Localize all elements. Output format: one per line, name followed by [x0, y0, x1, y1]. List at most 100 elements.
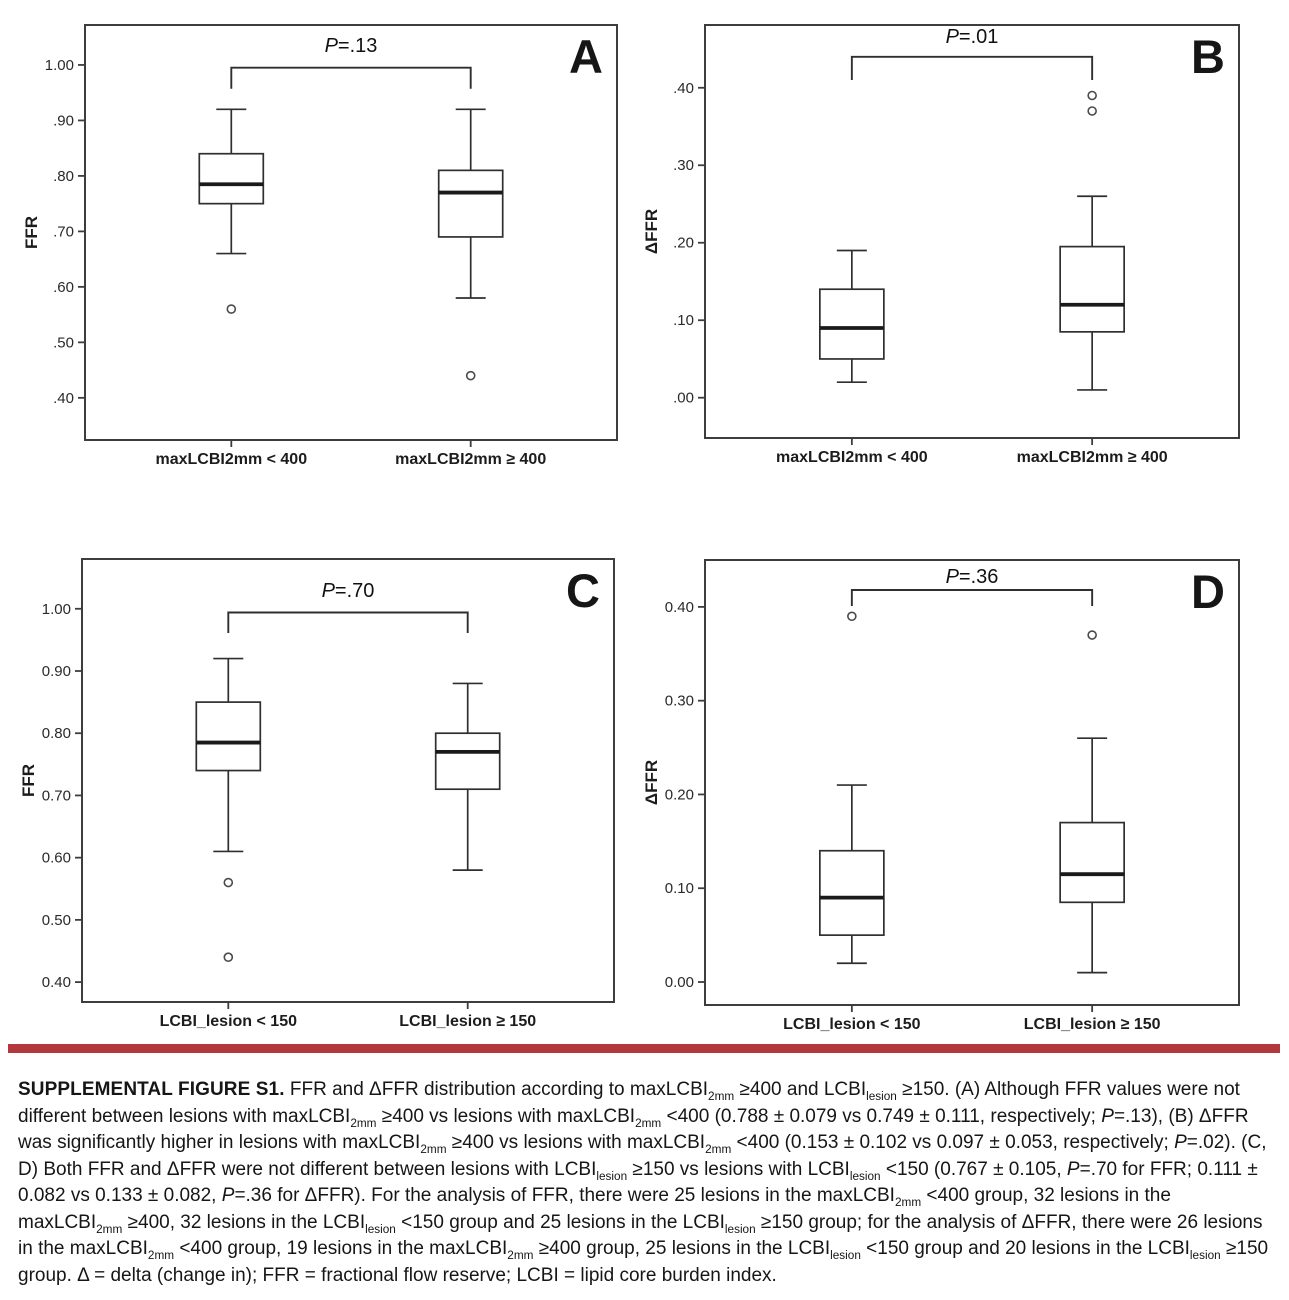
y-axis-tick-label: 0.30 — [665, 693, 694, 710]
caption-text-segment: 2mm — [507, 1248, 534, 1262]
plot-border — [81, 558, 615, 1003]
y-axis-tick-label: .90 — [53, 112, 74, 129]
caption-lead-label: SUPPLEMENTAL FIGURE S1. — [18, 1079, 285, 1100]
caption-text-segment: P — [1174, 1132, 1187, 1153]
box-plot — [198, 108, 265, 314]
plot-border — [704, 24, 1240, 439]
y-axis-tick-label: 0.80 — [42, 725, 71, 742]
y-axis-tick-label: 0.40 — [42, 974, 71, 991]
caption-text-segment: ≥150. (A) Although FFR values were not d… — [18, 1079, 1240, 1127]
caption-text-segment: =.13), (B) ΔFFR was significantly higher… — [18, 1105, 1249, 1154]
caption-text-segment: lesion — [724, 1222, 756, 1236]
x-category-label: LCBI_lesion ≥ 150 — [1024, 1016, 1161, 1033]
panel-letter: C — [566, 564, 600, 617]
x-category-label: maxLCBI2mm ≥ 400 — [395, 451, 546, 468]
caption-text-segment: lesion — [866, 1089, 897, 1103]
x-category-label: maxLCBI2mm ≥ 400 — [1017, 449, 1168, 466]
x-category-label: LCBI_lesion < 150 — [160, 1013, 297, 1030]
caption-text-segment: FFR and ΔFFR distribution according to m… — [284, 1079, 709, 1100]
p-value-label: P=.36 — [946, 566, 999, 588]
box-plot — [437, 108, 504, 381]
caption-text-segment: <400 group, 32 lesions in the maxLCBI — [18, 1185, 1171, 1233]
x-category-label: LCBI_lesion < 150 — [783, 1016, 920, 1033]
caption-text-segment: <400 group, 19 lesions in the maxLCBI — [174, 1238, 508, 1259]
caption-text-segment: <400 (0.153 ± 0.102 vs 0.097 ± 0.053, re… — [731, 1132, 1175, 1153]
iqr-box — [1059, 245, 1126, 333]
x-category-label: LCBI_lesion ≥ 150 — [399, 1013, 536, 1030]
caption-text-segment: =.02). (C, D) Both FFR and ΔFFR were not… — [18, 1132, 1267, 1180]
outlier-point — [226, 304, 237, 314]
caption-text-segment: 2mm — [420, 1142, 447, 1156]
iqr-box — [195, 701, 262, 772]
panel-letter: D — [1191, 565, 1225, 618]
caption-text-segment: <400 (0.788 ± 0.079 vs 0.749 ± 0.111, re… — [661, 1105, 1102, 1127]
outlier-point — [1087, 90, 1097, 101]
caption-text-segment: lesion — [1189, 1248, 1221, 1262]
outlier-point — [465, 370, 476, 381]
panel-letter: B — [1191, 30, 1225, 83]
panel-C: 1.00 0.90 0.80 0.70 0.60 0.50 0.40 FFR LCBI_lesi… — [19, 558, 615, 1030]
y-axis-tick-label: 0.20 — [665, 786, 694, 803]
y-axis-tick-label: .40 — [673, 80, 694, 97]
caption-text-segment: ≥150 vs lesions with LCBI — [627, 1158, 850, 1180]
plot-border — [704, 559, 1240, 1006]
panel-A: 1.00 .90 .80 .70 .60 .50 .40 FFR maxLCBI2mm < 40… — [22, 24, 618, 468]
p-value-label: P=.01 — [946, 26, 999, 48]
caption-text-segment: 2mm — [708, 1089, 735, 1103]
caption-text-segment: lesion — [365, 1222, 396, 1236]
box-plot — [195, 657, 262, 963]
outlier-point — [223, 952, 234, 963]
y-axis-tick-label: 0.10 — [665, 880, 694, 897]
y-axis-tick-label: .70 — [53, 223, 74, 240]
caption-text-segment: P — [1101, 1105, 1114, 1127]
caption-text-segment: 2mm — [147, 1248, 175, 1262]
y-axis-tick-label: .80 — [53, 168, 74, 185]
caption-text-segment: lesion — [596, 1169, 628, 1183]
p-value-bracket — [230, 66, 472, 89]
iqr-box — [198, 152, 265, 205]
outlier-point — [1087, 106, 1097, 116]
y-axis-title: FFR — [19, 764, 38, 797]
y-axis-title: ΔFFR — [642, 760, 661, 805]
y-axis-tick-label: .00 — [673, 390, 694, 407]
iqr-box — [818, 849, 885, 936]
p-value-label: P=.70 — [322, 580, 375, 602]
y-axis-tick-label: 0.90 — [42, 663, 71, 680]
caption-text-segment: ≥400 and LCBI — [734, 1079, 867, 1100]
caption-text-segment: P — [1066, 1158, 1080, 1180]
panel-letter: A — [569, 30, 603, 83]
box-plot — [1059, 630, 1126, 974]
caption-text-segment: ≥150 group. Δ = delta (change in); FFR =… — [18, 1238, 1269, 1286]
x-category-label: maxLCBI2mm < 400 — [776, 449, 928, 466]
iqr-box — [818, 288, 885, 360]
x-category-label: maxLCBI2mm < 400 — [155, 451, 307, 468]
y-axis-tick-label: .60 — [53, 279, 74, 296]
caption-text-segment: <150 (0.767 ± 0.105, — [880, 1158, 1067, 1180]
caption-divider-rule — [8, 1044, 1280, 1053]
caption-text-segment: P — [221, 1185, 235, 1206]
y-axis-title: FFR — [22, 216, 41, 249]
p-value-bracket — [227, 611, 469, 634]
p-value-bracket — [850, 589, 1094, 606]
panel-D: 0.40 0.30 0.20 0.10 0.00 ΔFFR LCBI_lesion < 15… — [642, 559, 1240, 1033]
y-axis-tick-label: .10 — [673, 312, 694, 329]
caption-text-segment: lesion — [849, 1169, 881, 1183]
y-axis-tick-label: 0.70 — [42, 787, 71, 804]
box-plot — [818, 249, 885, 384]
figure-caption: SUPPLEMENTAL FIGURE S1. FFR and ΔFFR dis… — [18, 1077, 1272, 1289]
caption-text-segment: ≥400 vs lesions with maxLCBI — [376, 1105, 636, 1127]
caption-text-segment: =.70 for FFR; 0.111 ± 0.082 vs 0.133 ± 0… — [18, 1158, 1258, 1207]
caption-text-segment: 2mm — [894, 1195, 922, 1209]
y-axis-tick-label: .20 — [673, 235, 694, 252]
y-axis-tick-label: 0.60 — [42, 850, 71, 867]
caption-text-segment: 2mm — [350, 1116, 377, 1130]
box-plot — [1059, 90, 1126, 391]
caption-text-segment: ≥400 group, 25 lesions in the LCBI — [533, 1238, 831, 1259]
box-plot — [818, 611, 885, 965]
y-axis-tick-label: 0.50 — [42, 912, 71, 929]
y-axis-tick-label: .40 — [53, 390, 74, 407]
caption-text-segment: ≥150 group; for the analysis of ΔFFR, th… — [18, 1211, 1263, 1260]
outlier-point — [1087, 630, 1097, 640]
caption-text-segment: 2mm — [705, 1142, 732, 1156]
